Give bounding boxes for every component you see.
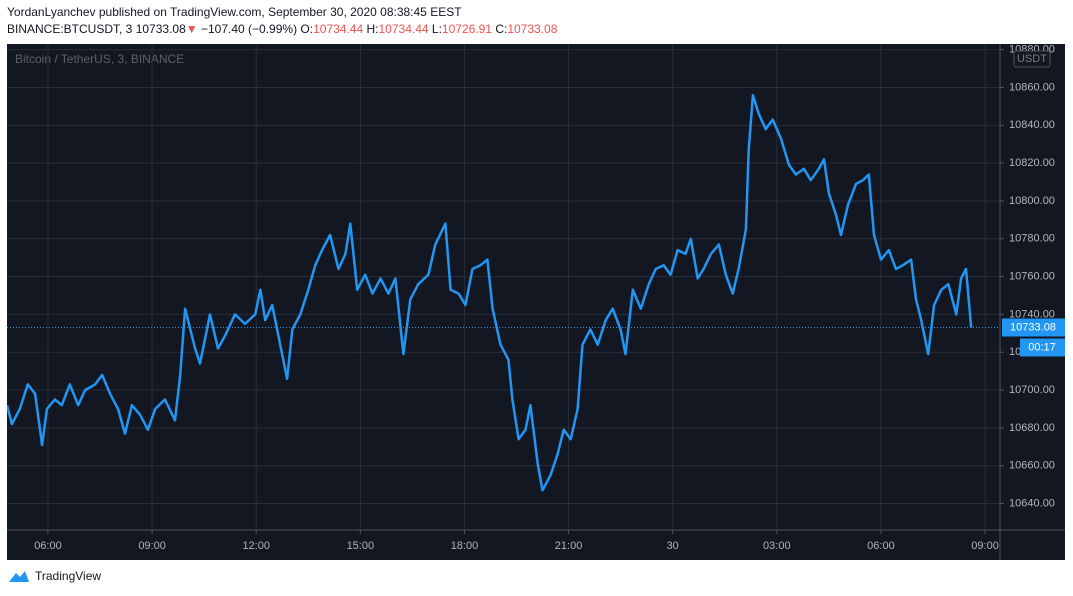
open: 10734.44 [313,22,364,36]
symbol-line: BINANCE:BTCUSDT, 3 10733.08▼ −107.40 (−0… [7,22,557,36]
y-tick-label: 10740.00 [1009,308,1055,320]
x-tick-label: 21:00 [555,540,583,552]
c-label: C: [495,22,508,36]
price-line [7,93,973,492]
y-tick-label: 10640.00 [1009,497,1055,509]
x-tick-label: 18:00 [451,540,479,552]
countdown-label: 00:17 [1028,341,1056,353]
chart-background [7,44,1065,560]
change: −107.40 (−0.99%) [201,22,298,36]
y-tick-label: 10820.00 [1009,157,1055,169]
y-tick-label: 10680.00 [1009,422,1055,434]
l-label: L: [431,22,442,36]
author-line: YordanLyanchev published on TradingView.… [7,5,462,19]
close: 10733.08 [507,22,558,36]
h-label: H: [366,22,379,36]
watermark-title: Bitcoin / TetherUS, 3, BINANCE [15,52,184,66]
x-tick-label: 30 [667,540,679,552]
x-tick-label: 15:00 [347,540,375,552]
arrow: ▼ [185,22,198,36]
y-tick-label: 10840.00 [1009,119,1055,131]
y-tick-label: 10660.00 [1009,460,1055,472]
footer: TradingView [7,568,101,584]
countdown-tag [1020,338,1065,357]
x-tick-label: 03:00 [763,540,791,552]
y-tick-label: 10800.00 [1009,195,1055,207]
x-tick-label: 12:00 [242,540,270,552]
price: 10733.08 [135,22,186,36]
low: 10726.91 [441,22,492,36]
x-tick-label: 06:00 [867,540,895,552]
x-tick-label: 09:00 [971,540,999,552]
y-tick-label: 10760.00 [1009,271,1055,283]
brand: TradingView [35,569,102,583]
y-tick-label: 10860.00 [1009,81,1055,93]
last-price-label: 10733.08 [1010,321,1056,333]
y-tick-label: 10780.00 [1009,233,1055,245]
x-tick-label: 09:00 [138,540,166,552]
y-tick-label: 10700.00 [1009,384,1055,396]
high: 10734.44 [378,22,429,36]
unit-box [1013,50,1051,68]
o-label: O: [300,22,314,36]
symbol: BINANCE:BTCUSDT, 3 [7,22,133,36]
x-tick-label: 06:00 [34,540,62,552]
unit-label: USDT [1017,53,1047,65]
logo [9,571,29,582]
last-price-tag [1002,318,1065,337]
